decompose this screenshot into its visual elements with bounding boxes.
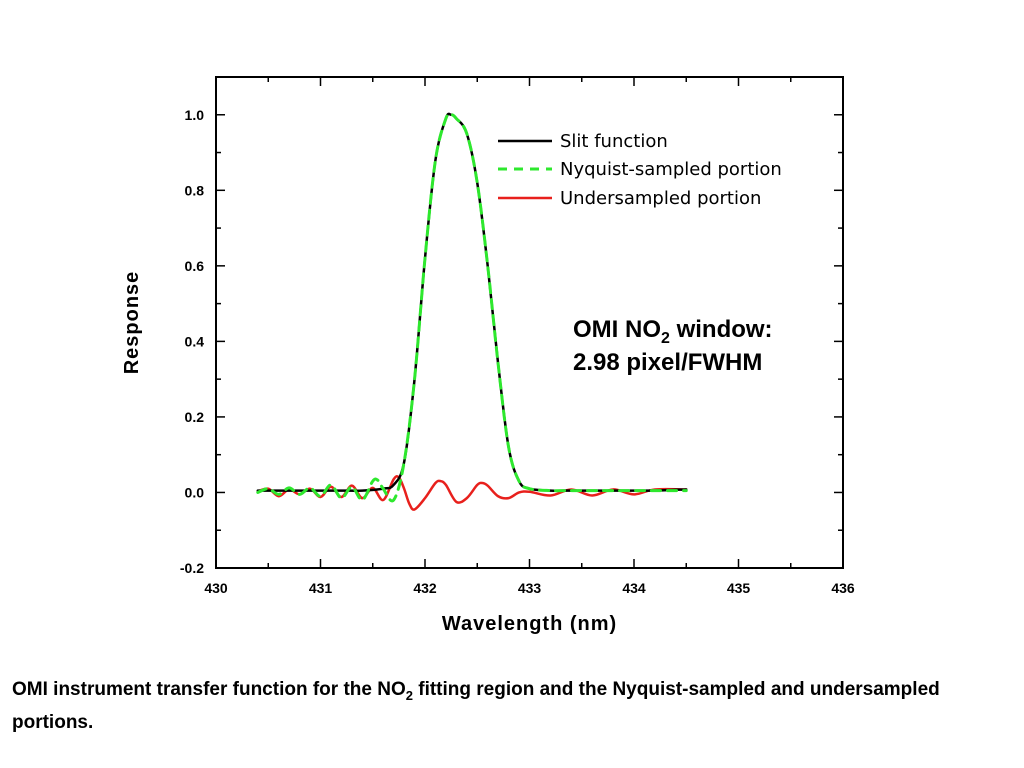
figure-caption: OMI instrument transfer function for the…	[12, 676, 1012, 736]
legend-label-2: Undersampled portion	[560, 188, 761, 209]
plot-series	[256, 112, 688, 511]
caption-part1: OMI instrument transfer function for the…	[12, 679, 406, 700]
x-axis-ticks: 430 431 432 433 434 435 436	[204, 77, 855, 596]
caption-part2: fitting region and the Nyquist-sampled a…	[12, 679, 940, 733]
y-tick-label: 0.2	[185, 409, 205, 425]
annotation-line1: OMI NO2 window:	[573, 316, 773, 347]
x-tick-label: 435	[727, 580, 751, 596]
x-tick-label: 433	[518, 580, 542, 596]
y-tick-label: 0.0	[185, 484, 205, 500]
y-tick-label: 0.6	[185, 258, 205, 274]
y-tick-label: 1.0	[185, 107, 205, 123]
x-axis-title: Wavelength (nm)	[442, 613, 617, 635]
caption-subscript: 2	[405, 687, 413, 703]
annotation-line2: 2.98 pixel/FWHM	[573, 349, 762, 376]
x-tick-label: 434	[622, 580, 646, 596]
series-line-2	[256, 475, 688, 511]
x-tick-label: 430	[204, 580, 228, 596]
series-line-1	[256, 112, 688, 503]
x-tick-label: 431	[309, 580, 333, 596]
y-tick-label: -0.2	[180, 560, 204, 576]
y-axis-title: Response	[121, 271, 143, 375]
y-axis-ticks: -0.2 0.0 0.2 0.4 0.6 0.8 1.0	[180, 76, 843, 576]
legend-label-0: Slit function	[560, 131, 668, 152]
legend: Slit function Nyquist-sampled portion Unde…	[498, 131, 782, 209]
annotation-subscript: 2	[661, 330, 670, 347]
y-tick-label: 0.4	[185, 333, 205, 349]
annotation-prefix: OMI NO	[573, 316, 661, 343]
annotation-suffix: window:	[670, 316, 773, 343]
chart: 430 431 432 433 434 435 436 -0.2 0.0 0.2 0.4 0.6 0.…	[121, 76, 855, 635]
x-tick-label: 432	[413, 580, 437, 596]
legend-label-1: Nyquist-sampled portion	[560, 159, 782, 180]
x-tick-label: 436	[831, 580, 855, 596]
y-tick-label: 0.8	[185, 182, 205, 198]
